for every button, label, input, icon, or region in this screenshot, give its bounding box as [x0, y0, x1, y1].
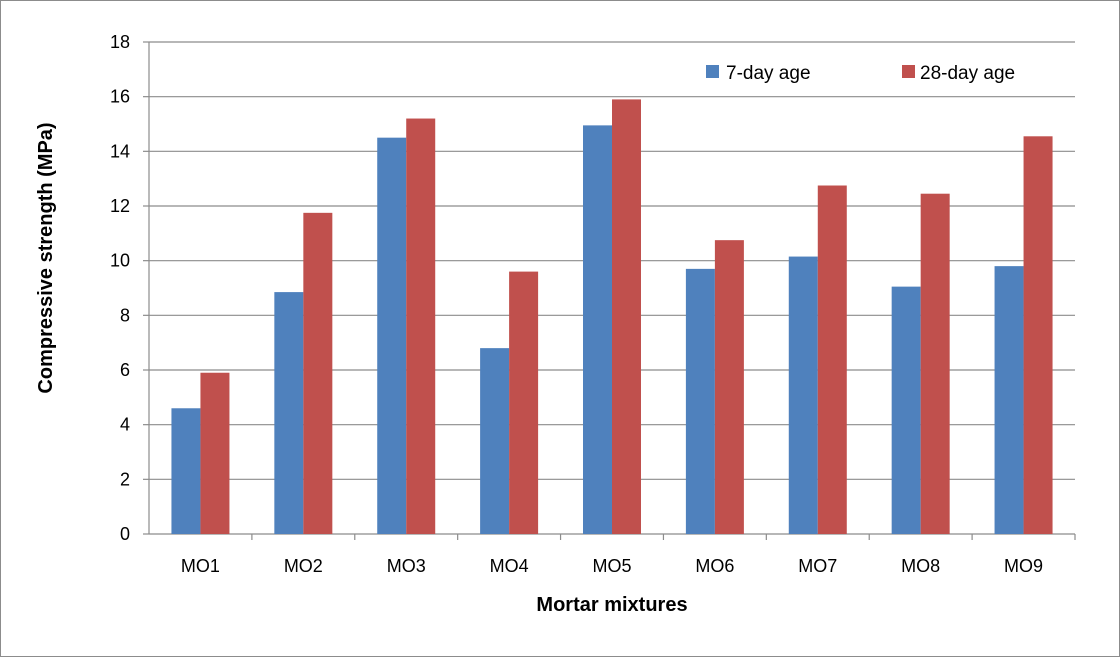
x-tick-label: MO2: [284, 556, 323, 576]
y-tick-label: 18: [110, 32, 130, 52]
bar-mo3-series-1: [406, 118, 436, 535]
bar-mo2-series-1: [303, 212, 333, 535]
x-tick-label: MO3: [387, 556, 426, 576]
x-tick-labels: MO1 MO2 MO3 MO4 MO5 MO6 MO7 MO8 MO9: [181, 556, 1043, 576]
bars: [171, 99, 1053, 535]
bar-mo8-series-0: [891, 286, 921, 534]
x-tick-label: MO9: [1004, 556, 1043, 576]
y-tick-label: 8: [120, 305, 130, 325]
y-tick-label: 12: [110, 196, 130, 216]
y-tick-label: 4: [120, 415, 130, 435]
y-tick-label: 14: [110, 141, 130, 161]
y-tick-label: 6: [120, 360, 130, 380]
bar-mo5-series-1: [612, 99, 641, 535]
y-tick-labels: 0 2 4 6 8 10 12 14 16 18: [110, 32, 130, 544]
x-tick-label: MO4: [490, 556, 529, 576]
y-tick-label: 2: [120, 469, 130, 489]
bar-mo9-series-0: [994, 266, 1024, 534]
bar-mo1-series-1: [200, 372, 230, 534]
x-tick-label: MO8: [901, 556, 940, 576]
bar-mo7-series-1: [817, 185, 847, 534]
x-axis-title: Mortar mixtures: [536, 594, 687, 616]
legend-label-7-day: 7-day age: [726, 63, 811, 84]
x-tick-label: MO5: [592, 556, 631, 576]
x-tick-label: MO1: [181, 556, 220, 576]
bar-mo5-series-0: [583, 125, 612, 534]
y-tick-label: 10: [110, 251, 130, 271]
x-tick-label: MO7: [798, 556, 837, 576]
bar-mo7-series-0: [788, 256, 818, 534]
bar-mo9-series-1: [1023, 136, 1053, 535]
legend-swatch-28-day: [902, 65, 915, 78]
bar-mo4-series-0: [480, 348, 510, 534]
bar-mo6-series-0: [685, 268, 715, 534]
bar-mo4-series-1: [509, 271, 539, 534]
legend: 7-day age 28-day age: [706, 63, 1015, 84]
bar-mo8-series-1: [920, 193, 950, 534]
bar-mo6-series-1: [714, 240, 744, 534]
x-tick-label: MO6: [695, 556, 734, 576]
bar-mo2-series-0: [274, 292, 304, 534]
bar-mo1-series-0: [171, 408, 201, 534]
y-axis-title: Compressive strength (MPa): [35, 122, 57, 393]
legend-swatch-7-day: [706, 65, 719, 78]
legend-label-28-day: 28-day age: [920, 63, 1015, 84]
y-tick-label: 16: [110, 87, 130, 107]
y-tick-label: 0: [120, 524, 130, 544]
bar-mo3-series-0: [377, 137, 407, 534]
